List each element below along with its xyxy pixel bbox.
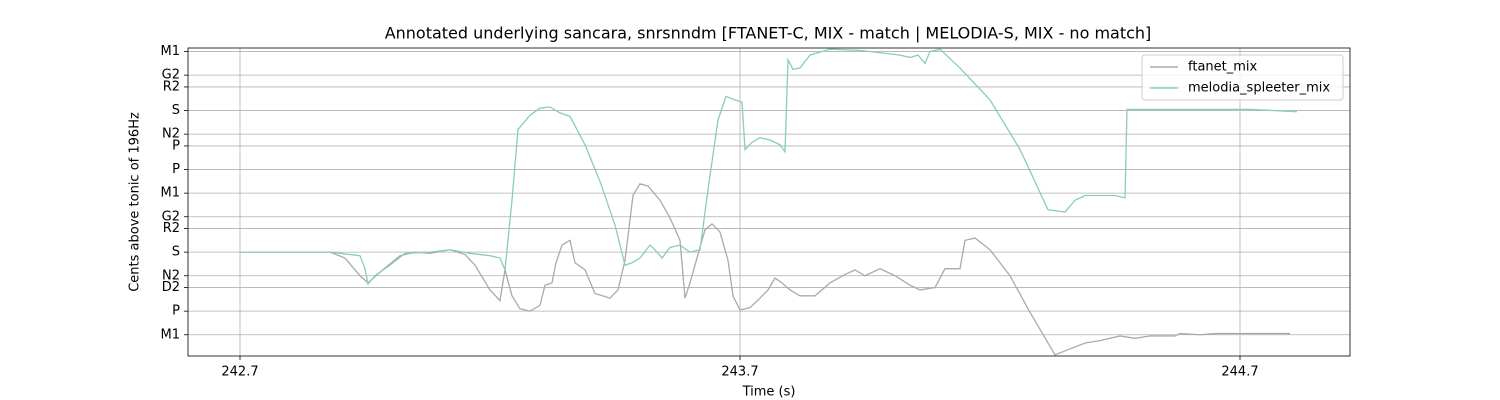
line-series [240,48,1298,286]
y-axis-label: Cents above tonic of 196Hz [128,112,143,292]
y-tick-label: M1 [161,327,181,342]
x-tick-label: 242.7 [221,365,258,380]
y-tick-label: S [172,103,180,118]
legend: ftanet_mix melodia_spleeter_mix [1141,54,1344,101]
legend-label: ftanet_mix [1188,60,1258,75]
chart-title: Annotated underlying sancara, snrsnndm [… [385,24,1152,43]
x-tick-label: 243.7 [721,365,758,380]
y-tick-label: S [172,245,180,260]
y-tick-label: N2 [162,127,180,142]
y-tick-label: P [172,162,180,177]
legend-box [1141,54,1344,101]
y-tick-label: P [172,138,180,153]
plot-frame [187,47,1351,357]
y-tick-label: R2 [163,221,180,236]
y-tick-label: M1 [161,186,181,201]
y-tick-label: M1 [161,44,181,59]
legend-label: melodia_spleeter_mix [1188,81,1330,96]
line-series [240,182,1290,356]
y-tick-label: P [172,304,180,319]
y-tick-label: R2 [163,79,180,94]
y-tick-label: N2 [162,268,180,283]
x-tick-label: 244.7 [1221,365,1258,380]
y-tick-label: G2 [162,209,180,224]
y-tick-label: G2 [162,68,180,83]
x-axis-label: Time (s) [742,385,796,400]
y-tick-label: D2 [162,280,180,295]
